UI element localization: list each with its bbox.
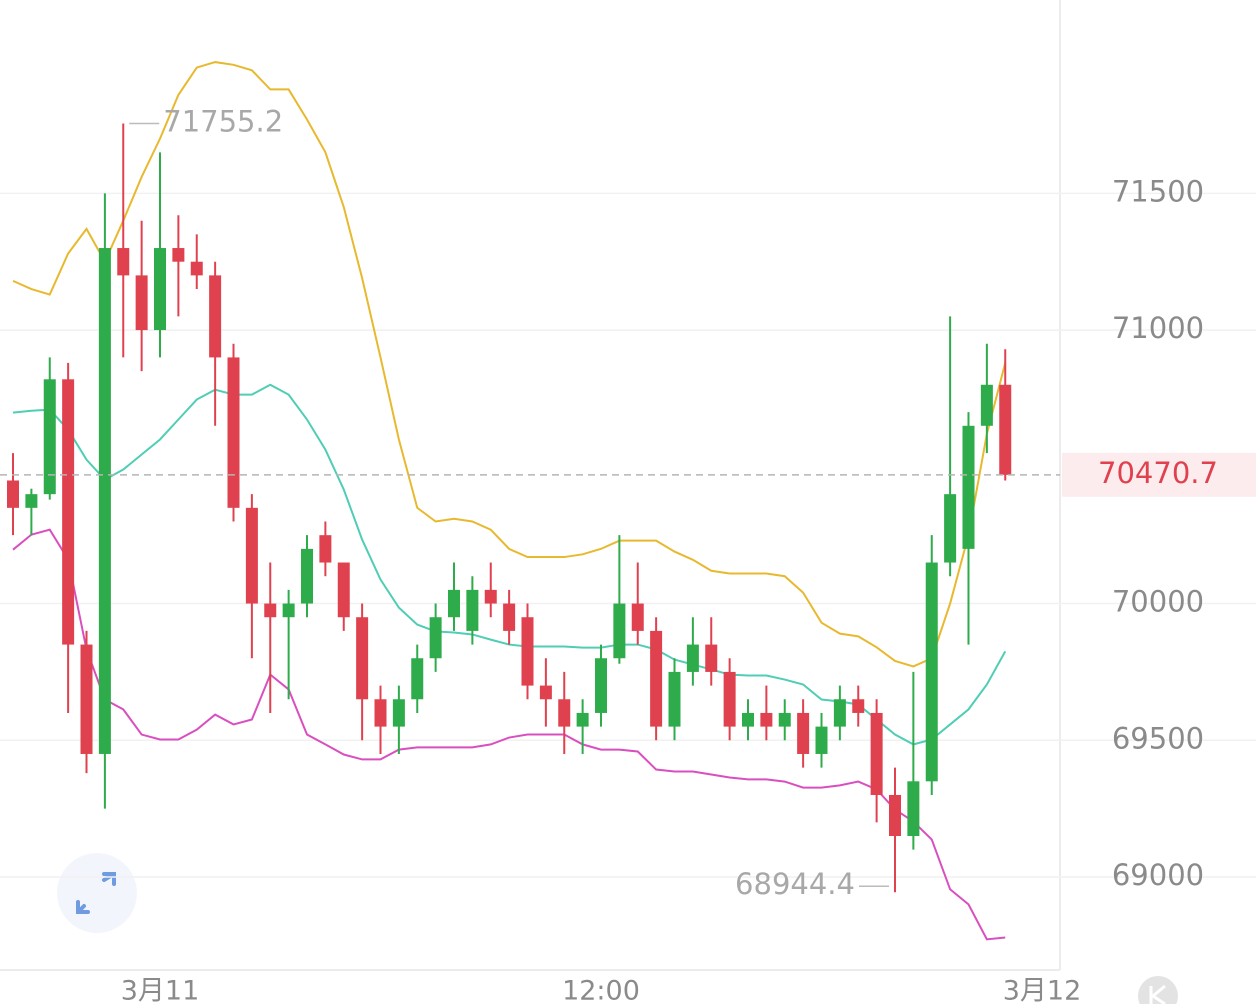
band-line [12,61,1007,668]
candles [7,123,1012,893]
candle-body [723,671,736,727]
candle-body [668,671,681,727]
candle-body [190,261,203,276]
candle-body [25,494,38,508]
candle-body [282,603,295,618]
y-tick-label: 71000 [1112,311,1204,345]
candle-body [631,603,644,631]
candle-body [154,248,167,331]
band-line [12,528,1006,941]
candle-body [411,658,424,700]
candle-body [852,699,865,713]
candle-body [558,699,571,727]
k-icon[interactable] [1149,984,1166,1004]
grid [0,192,1256,878]
candle-body [62,379,75,645]
candle-body [760,712,773,727]
candle-body [135,275,148,331]
candle-body [172,248,185,262]
candle-body [741,712,754,727]
expand-button[interactable] [57,853,137,933]
current-price-bg [1062,452,1256,497]
candle-body [944,494,957,563]
y-tick-label: 69500 [1112,721,1204,755]
candle-body [448,589,461,618]
candle-body [245,507,258,604]
candle-body [80,644,93,754]
candle-body [980,384,993,426]
candle-body [778,712,791,727]
candle-body [301,548,314,604]
candle-body [209,275,222,358]
candle-body [429,617,442,659]
candle-body [686,644,699,672]
candle-body [705,644,718,672]
candle-body [999,384,1012,475]
candle-body [319,535,332,563]
expand-button-bg[interactable] [57,853,137,933]
x-tick-label: 3月11 [121,976,200,1004]
candle-body [392,699,405,727]
y-tick-label: 70000 [1112,585,1204,619]
candle-body [576,712,589,727]
expand-icon[interactable] [76,872,116,914]
candle-body [925,562,938,782]
candle-body [117,248,130,276]
candle-body [962,425,975,549]
candle-body [650,630,663,727]
candle-body [594,658,607,713]
min-label: 68944.4 [735,867,855,901]
x-tick-label: 12:00 [562,976,640,1004]
candle-body [98,248,111,754]
candle-body [7,480,20,508]
y-tick-label: 71500 [1112,174,1204,208]
candle-body [466,589,479,631]
candle-body [833,699,846,727]
candle-body [613,603,626,659]
candle-body [43,379,56,495]
candle-body [503,603,516,631]
candle-body [264,603,277,618]
candle-body [870,712,883,795]
candle-body [374,699,387,727]
candle-body [539,685,552,700]
candle-body [888,794,901,836]
band-line [12,383,1007,746]
k-button[interactable] [1138,976,1178,1004]
candle-body [521,617,534,686]
x-tick-label: 3月12 [1003,976,1082,1004]
candle-body [815,726,828,754]
candle-body [484,589,497,604]
current-price-label: 70470.7 [1098,456,1218,490]
candle-body [907,781,920,836]
max-label: 71755.2 [163,105,283,139]
candle-body [797,712,810,754]
candle-body [356,617,369,700]
y-tick-label: 69000 [1112,858,1204,892]
candle-body [337,562,350,618]
candle-body [227,357,240,508]
